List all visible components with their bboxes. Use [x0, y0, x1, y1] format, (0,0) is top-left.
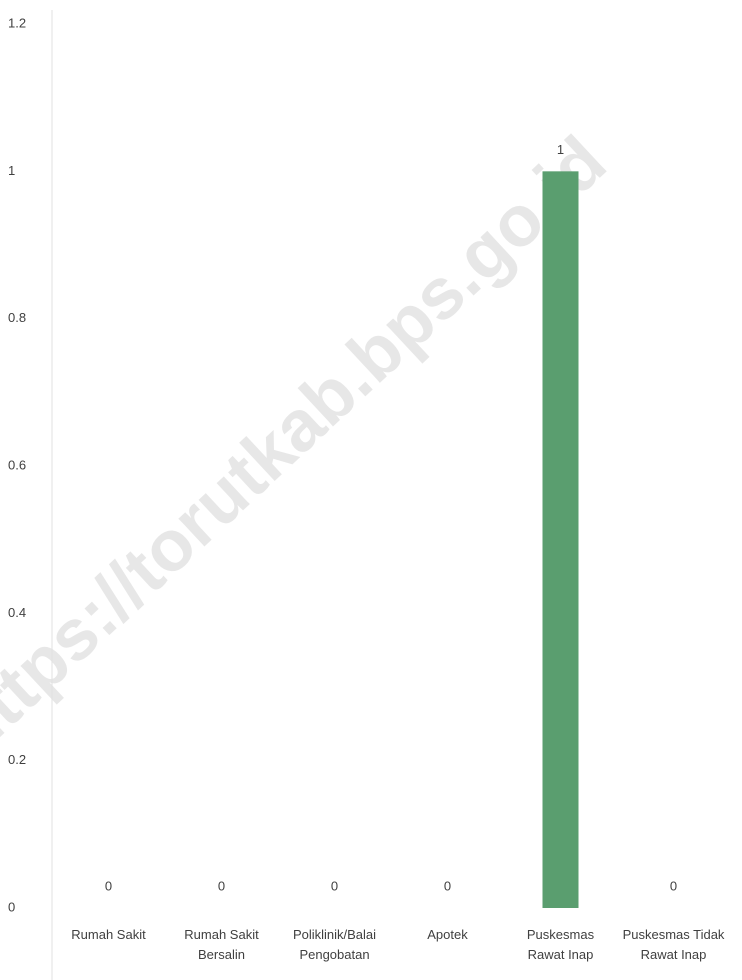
y-tick-label: 1.2 [8, 15, 26, 30]
watermark: https://torutkab.bps.go.id [0, 121, 621, 771]
data-label: 0 [218, 878, 225, 893]
x-tick-label: Poliklinik/Balai Pengobatan [292, 927, 377, 962]
y-tick-label: 0.6 [8, 457, 26, 472]
data-label: 0 [331, 878, 338, 893]
x-tick-label: Puskesmas Tidak Rawat Inap [622, 927, 725, 962]
data-label: 0 [670, 878, 677, 893]
y-tick-label: 0.8 [8, 310, 26, 325]
bar [542, 171, 579, 909]
y-tick-label: 0.2 [8, 752, 26, 767]
x-tick-label: Rumah Sakit Bersalin [184, 927, 259, 962]
data-label: 0 [105, 878, 112, 893]
x-tick-label: Rumah Sakit [71, 927, 146, 942]
y-tick-label: 1 [8, 163, 15, 178]
y-tick-label: 0.4 [8, 605, 26, 620]
x-tick-label: Apotek [427, 927, 468, 942]
data-label: 0 [444, 878, 451, 893]
y-tick-label: 0 [8, 899, 15, 914]
x-tick-label: Puskesmas Rawat Inap [526, 927, 595, 962]
data-label: 1 [557, 142, 564, 157]
